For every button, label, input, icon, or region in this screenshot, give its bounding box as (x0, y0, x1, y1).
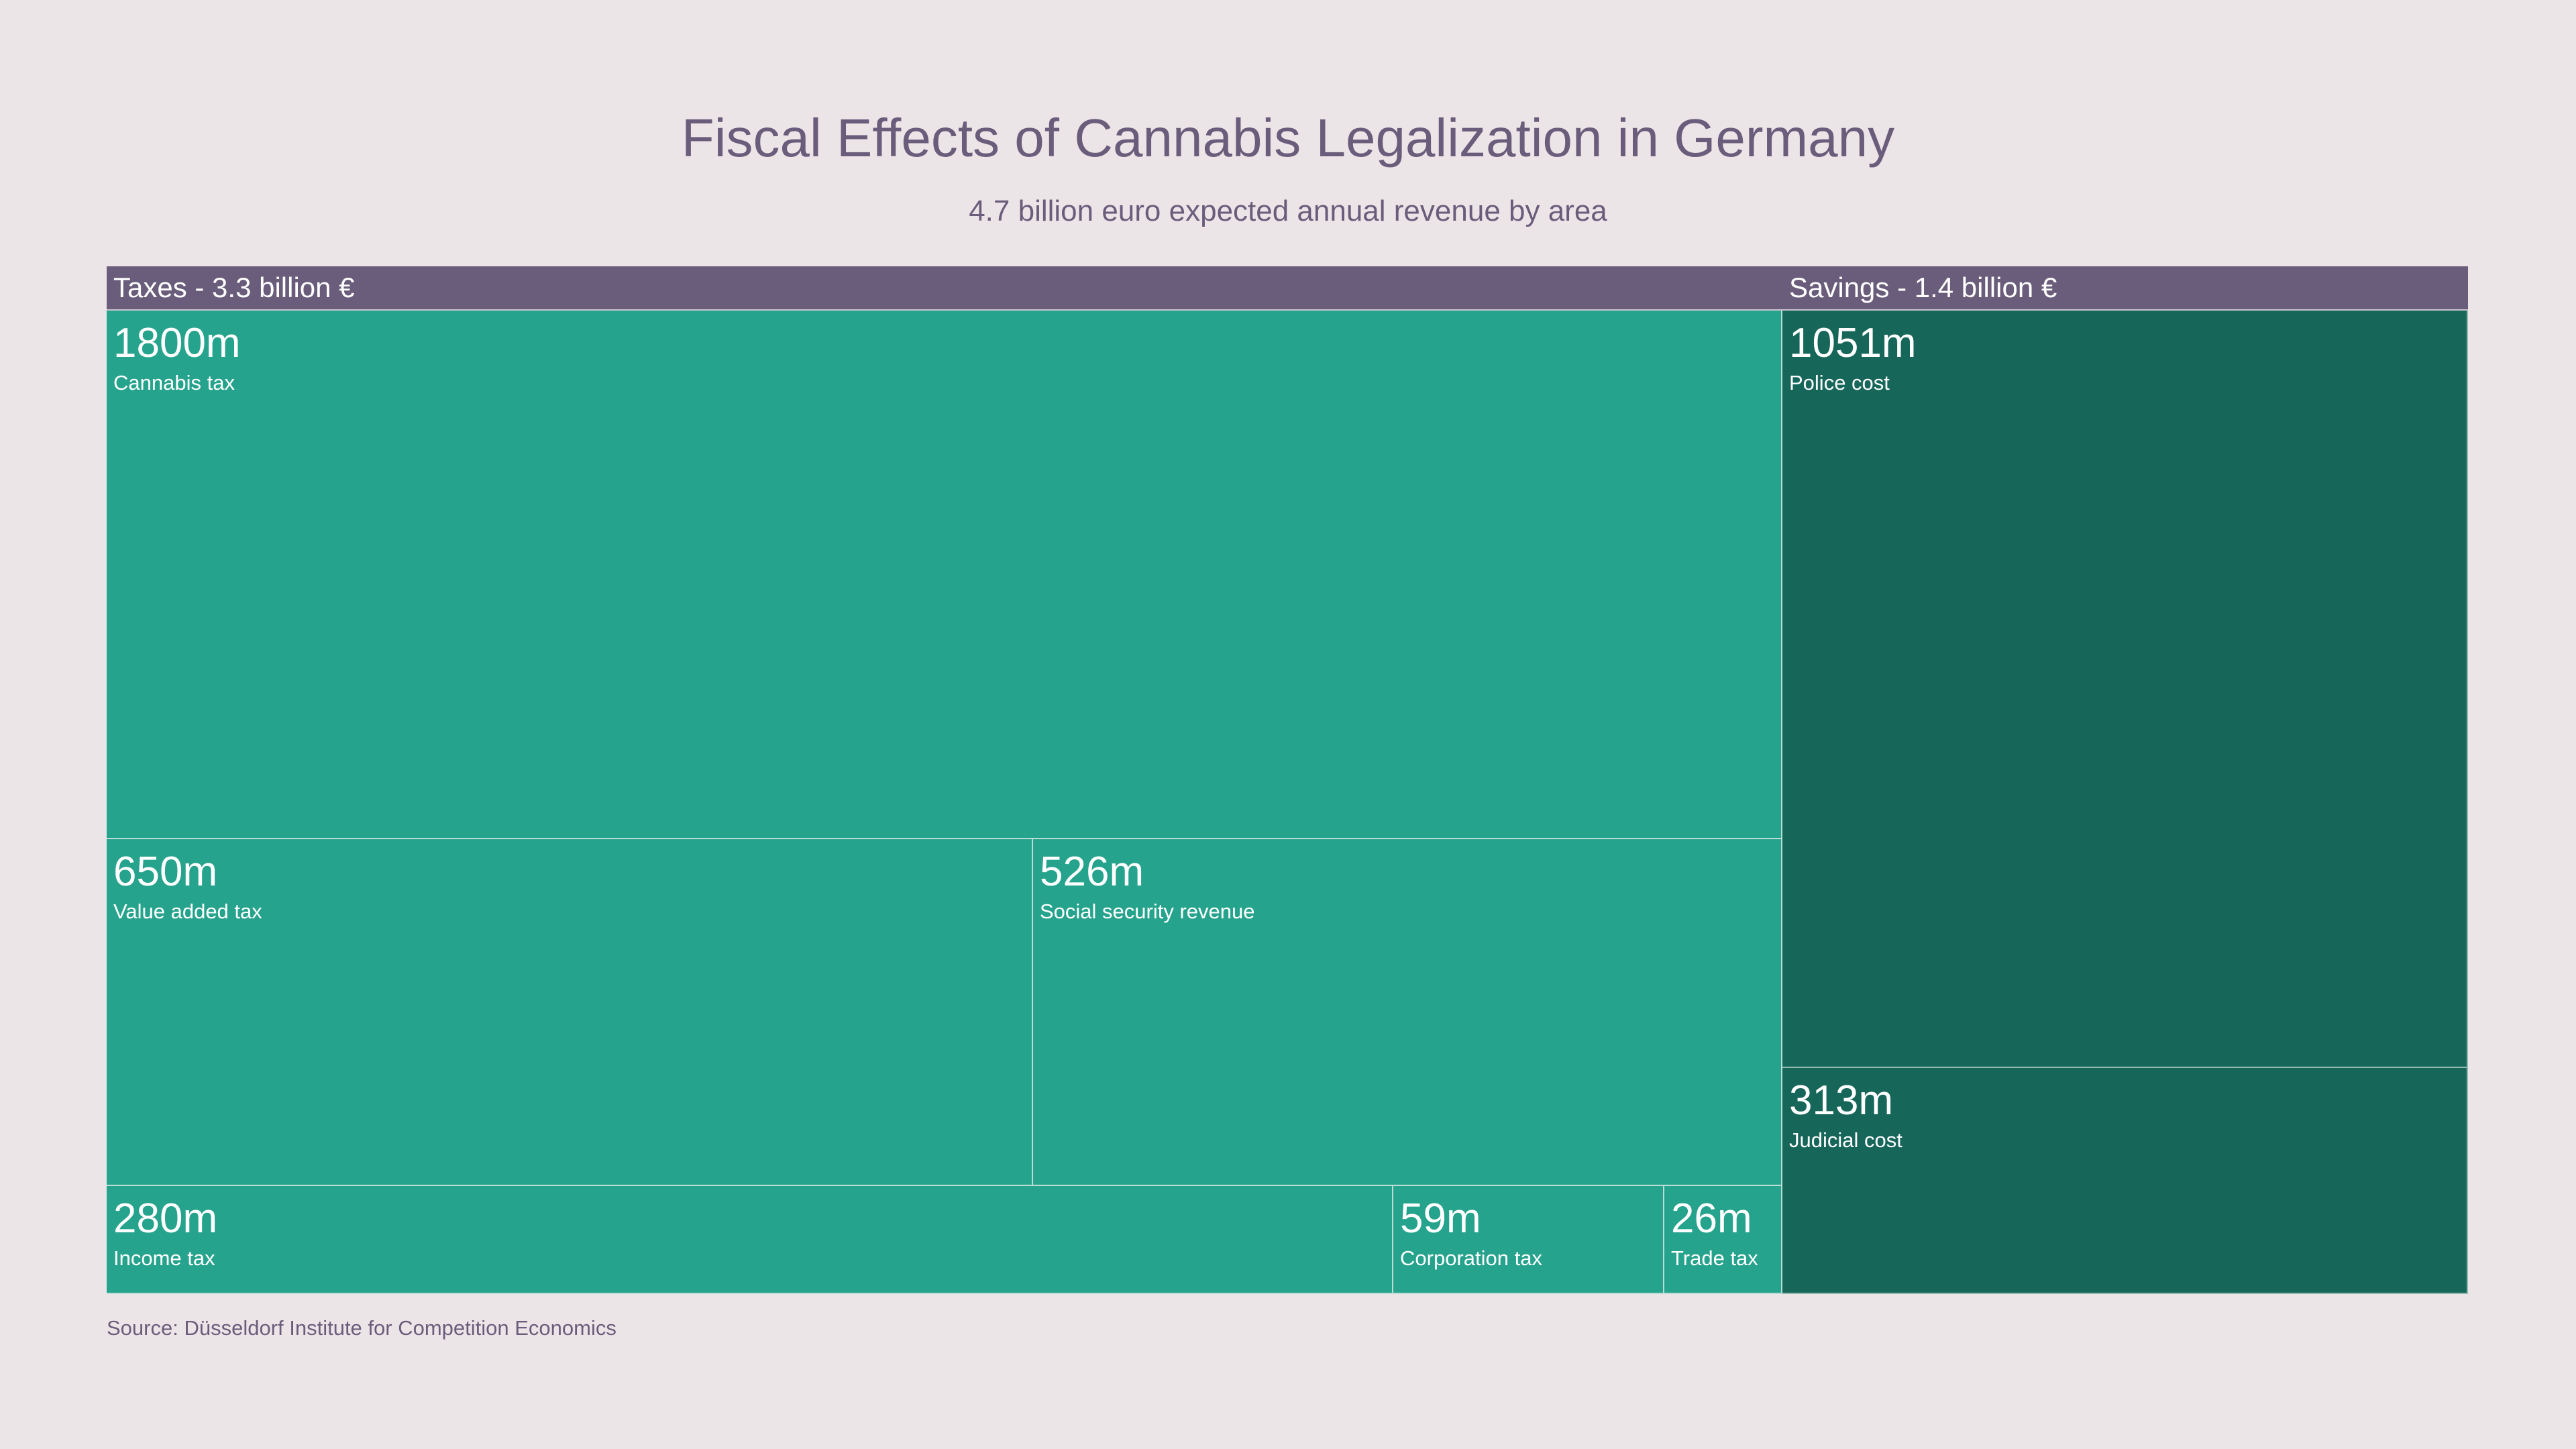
treemap-cell-value-added-tax[interactable]: 650m Value added tax (107, 839, 1033, 1186)
cell-label: Value added tax (113, 900, 262, 923)
cell-value: 650m (113, 849, 218, 895)
cell-value: 526m (1040, 849, 1144, 895)
treemap-cell-corporation-tax[interactable]: 59m Corporation tax (1393, 1186, 1664, 1294)
cell-value: 313m (1789, 1077, 1894, 1124)
cell-label: Income tax (113, 1246, 215, 1270)
cell-value: 59m (1400, 1195, 1481, 1242)
cell-value: 26m (1671, 1195, 1752, 1242)
chart-title: Fiscal Effects of Cannabis Legalization … (681, 108, 1895, 168)
treemap-cell-judicial-cost[interactable]: 313m Judicial cost (1782, 1068, 2468, 1294)
treemap-cell-social-security[interactable]: 526m Social security revenue (1033, 839, 1782, 1186)
chart-subtitle: 4.7 billion euro expected annual revenue… (969, 195, 1607, 227)
cell-label: Cannabis tax (113, 371, 235, 394)
cell-label: Police cost (1789, 371, 1890, 394)
group-header-taxes: Taxes - 3.3 billion € (107, 266, 1782, 311)
treemap-cell-income-tax[interactable]: 280m Income tax (107, 1186, 1393, 1294)
group-header-savings: Savings - 1.4 billion € (1782, 266, 2468, 311)
cell-value: 1051m (1789, 320, 1917, 366)
cell-label: Judicial cost (1789, 1128, 1902, 1152)
treemap-cell-police-cost[interactable]: 1051m Police cost (1782, 311, 2468, 1068)
treemap-cell-trade-tax[interactable]: 26m Trade tax (1664, 1186, 1782, 1294)
treemap-cell-cannabis-tax[interactable]: 1800m Cannabis tax (107, 311, 1782, 839)
source-note: Source: Düsseldorf Institute for Competi… (107, 1316, 616, 1340)
cell-label: Corporation tax (1400, 1246, 1542, 1270)
cell-label: Social security revenue (1040, 900, 1255, 923)
cell-value: 1800m (113, 320, 241, 366)
cell-value: 280m (113, 1195, 218, 1242)
cell-label: Trade tax (1671, 1246, 1758, 1270)
